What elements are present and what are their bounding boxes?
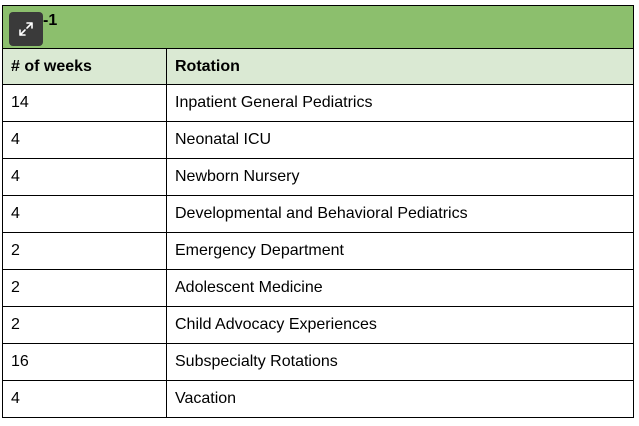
table-row: 2 Adolescent Medicine	[2, 269, 635, 307]
column-header-rotation: Rotation	[165, 48, 635, 85]
weeks-cell: 2	[2, 232, 167, 270]
table-row: 4 Neonatal ICU	[2, 121, 635, 159]
table-title-row: -1	[1, 5, 635, 49]
table-header-row: # of weeks Rotation	[2, 48, 635, 85]
table-row: 2 Emergency Department	[2, 232, 635, 270]
rotation-cell: Emergency Department	[165, 232, 635, 270]
rotation-table-container: -1 # of weeks Rotation 14 Inpatient Gene…	[1, 5, 635, 418]
rotation-cell: Newborn Nursery	[165, 158, 635, 196]
rotation-cell: Developmental and Behavioral Pediatrics	[165, 195, 635, 233]
column-header-weeks: # of weeks	[2, 48, 167, 85]
weeks-cell: 4	[2, 158, 167, 196]
table-title: -1	[43, 12, 58, 29]
rotation-cell: Inpatient General Pediatrics	[165, 84, 635, 122]
rotation-cell: Adolescent Medicine	[165, 269, 635, 307]
expand-arrows-icon	[19, 22, 33, 36]
table-row: 2 Child Advocacy Experiences	[2, 306, 635, 344]
weeks-cell: 16	[2, 343, 167, 381]
rotation-cell: Vacation	[165, 380, 635, 418]
weeks-cell: 4	[2, 121, 167, 159]
expand-button[interactable]	[9, 12, 43, 46]
rotation-cell: Subspecialty Rotations	[165, 343, 635, 381]
rotation-cell: Neonatal ICU	[165, 121, 635, 159]
table-row: 14 Inpatient General Pediatrics	[2, 84, 635, 122]
rotation-cell: Child Advocacy Experiences	[165, 306, 635, 344]
table-row: 16 Subspecialty Rotations	[2, 343, 635, 381]
weeks-cell: 14	[2, 84, 167, 122]
weeks-cell: 2	[2, 269, 167, 307]
table-row: 4 Vacation	[2, 380, 635, 418]
weeks-cell: 4	[2, 195, 167, 233]
table-row: 4 Newborn Nursery	[2, 158, 635, 196]
weeks-cell: 2	[2, 306, 167, 344]
table-title-cell: -1	[1, 5, 635, 49]
rotation-table: -1 # of weeks Rotation 14 Inpatient Gene…	[1, 5, 635, 418]
table-row: 4 Developmental and Behavioral Pediatric…	[2, 195, 635, 233]
weeks-cell: 4	[2, 380, 167, 418]
